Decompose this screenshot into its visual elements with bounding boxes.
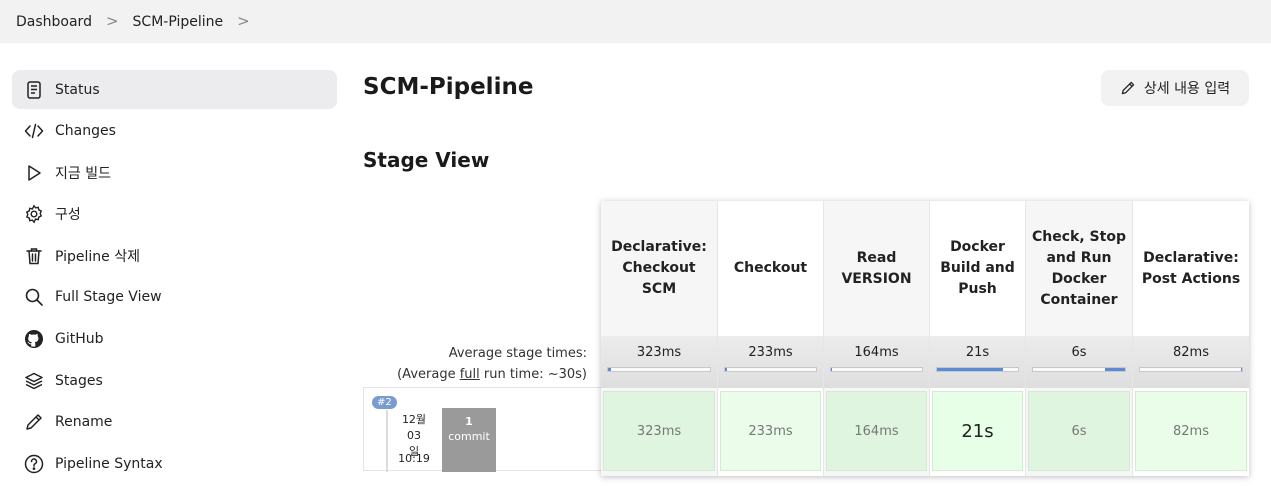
sidebar-item-label: Pipeline 삭제 [55,248,141,265]
stage-cell[interactable]: 6s [1028,391,1130,471]
stage-view-title: Stage View [363,148,490,172]
pencil-icon [24,412,44,432]
commit-count: 1 [465,415,473,428]
stage-header: Check, Stop and Run Docker Container [1032,228,1126,308]
stage-avg-progress-fill [725,368,727,371]
chevron-right-icon[interactable]: > [237,12,250,30]
sidebar-item-label: Full Stage View [55,289,162,306]
breadcrumb-scm-pipeline[interactable]: SCM-Pipeline [132,13,224,30]
sidebar-item-label: Pipeline Syntax [55,455,163,472]
avg-run-prefix: (Average [397,367,460,382]
stage-column: Checkout 233ms 233ms [717,201,823,476]
build-time: 10:19 [398,452,430,465]
stage-avg-progress [724,367,817,372]
sidebar-item-github[interactable]: GitHub [12,320,337,359]
stage-avg: 6s [1026,336,1132,388]
build-number-badge[interactable]: #2 [372,396,397,409]
stage-avg: 82ms [1133,336,1249,388]
breadcrumb: Dashboard > SCM-Pipeline > [0,0,1271,43]
stage-column: Check, Stop and Run Docker Container 6s … [1025,201,1132,476]
stage-avg-progress [1032,367,1126,372]
trash-icon [24,246,44,266]
play-icon [24,163,44,183]
sidebar-item-delete-pipeline[interactable]: Pipeline 삭제 [12,236,337,275]
stage-avg-time: 21s [965,345,990,360]
stage-avg: 323ms [601,336,717,388]
stage-header: Declarative: Post Actions [1141,249,1241,287]
sidebar-item-changes[interactable]: Changes [12,112,337,151]
github-icon [24,329,44,349]
stage-column: Declarative: Post Actions 82ms 82ms [1132,201,1249,476]
commit-count-box[interactable]: 1 commit [442,408,496,472]
layers-icon [24,371,44,391]
page-title: SCM-Pipeline [363,74,534,100]
stage-avg-progress-fill [937,368,1004,371]
search-icon [24,287,44,307]
stage-avg-progress [830,367,923,372]
stage-avg: 21s [930,336,1025,388]
stage-column: Docker Build and Push 21s 21s [929,201,1025,476]
sidebar-item-full-stage-view[interactable]: Full Stage View [12,278,337,317]
avg-run-time-label: (Average full run time: ~30s) [397,367,587,382]
stage-cell[interactable]: 164ms [826,391,927,471]
document-icon [24,80,44,100]
stage-header: Declarative: Checkout SCM [611,239,707,297]
sidebar-item-rename[interactable]: Rename [12,403,337,442]
stage-avg: 164ms [824,336,929,388]
stage-avg-progress [936,367,1019,372]
sidebar-item-build-now[interactable]: 지금 빌드 [12,153,337,192]
stage-avg-progress-fill [1104,368,1125,371]
stage-avg: 233ms [718,336,823,388]
stage-avg-time: 323ms [636,345,682,360]
gear-icon [24,204,44,224]
sidebar-item-label: 지금 빌드 [55,165,111,182]
stage-avg-progress-fill [831,368,832,371]
sidebar: Status Changes 지금 빌드 구성 Pipeline 삭제 Full… [12,70,337,486]
stage-view-table: Declarative: Checkout SCM 323ms 323ms Ch… [601,201,1249,476]
stage-header: Docker Build and Push [940,239,1015,297]
build-date-line1: 12월 03 [401,413,427,442]
sidebar-item-status[interactable]: Status [12,70,337,109]
stage-avg-progress [607,367,711,372]
sidebar-item-configure[interactable]: 구성 [12,195,337,234]
stage-avg-time: 6s [1071,345,1087,360]
chevron-right-icon: > [105,12,119,30]
stage-cell[interactable]: 233ms [720,391,821,471]
build-date-line2: 일 [408,445,420,458]
edit-description-label: 상세 내용 입력 [1143,81,1231,97]
stage-header: Checkout [733,260,808,276]
full-run-link[interactable]: full [459,367,480,382]
stage-column: Read VERSION 164ms 164ms [823,201,929,476]
stage-column: Declarative: Checkout SCM 323ms 323ms [601,201,717,476]
sidebar-item-pipeline-syntax[interactable]: Pipeline Syntax [12,444,337,483]
stage-avg-time: 164ms [854,345,899,360]
pencil-icon [1121,81,1135,95]
avg-run-suffix: run time: ~30s) [479,367,587,382]
breadcrumb-dashboard[interactable]: Dashboard [16,13,92,30]
stage-cell[interactable]: 21s [932,391,1023,471]
stage-avg-time: 82ms [1173,345,1209,360]
build-timeline-line [386,410,388,472]
stage-header: Read VERSION [841,249,912,287]
commit-label: commit [448,430,490,443]
stage-avg-progress [1139,367,1243,372]
stage-cell[interactable]: 323ms [603,391,715,471]
sidebar-item-label: Status [55,81,100,98]
sidebar-item-label: Changes [55,123,116,140]
build-row: #2 12월 03 일 10:19 1 commit [363,387,601,472]
edit-description-button[interactable]: 상세 내용 입력 [1101,70,1249,106]
sidebar-item-label: Rename [55,414,113,431]
stage-avg-progress-fill [608,368,612,371]
sidebar-item-label: Stages [55,372,103,389]
build-date: 12월 03 일 [394,412,434,460]
code-icon [24,121,44,141]
stage-avg-progress-fill [1240,368,1242,371]
sidebar-item-label: 구성 [55,207,81,224]
stage-cell[interactable]: 82ms [1135,391,1247,471]
stage-avg-time: 233ms [748,345,793,360]
sidebar-item-stages[interactable]: Stages [12,361,337,400]
avg-stage-times-label: Average stage times: [448,346,587,361]
sidebar-item-label: GitHub [55,331,104,348]
help-icon [24,454,44,474]
